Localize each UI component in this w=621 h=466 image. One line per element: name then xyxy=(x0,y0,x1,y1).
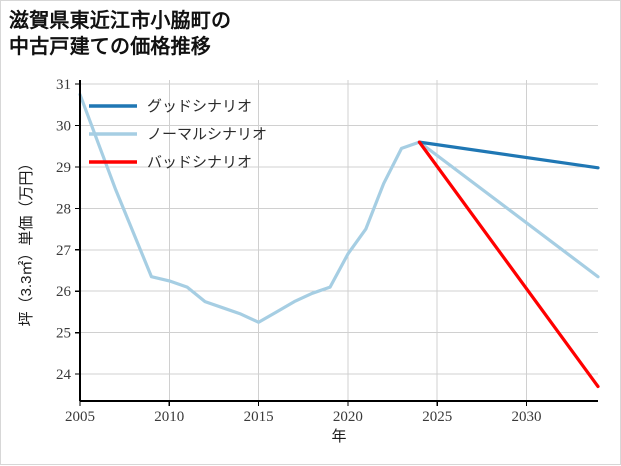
y-tick-label: 24 xyxy=(56,367,72,383)
series-line-bad xyxy=(417,140,600,389)
y-tick-label: 31 xyxy=(56,77,71,93)
axis-tickmarks xyxy=(75,83,528,406)
x-axis-title: 年 xyxy=(331,428,346,445)
x-tick-label: 2020 xyxy=(333,409,363,425)
y-axis-title: 坪（3.3㎡）単価（万円） xyxy=(18,156,35,327)
y-tick-label: 29 xyxy=(56,160,71,176)
page-title: 滋賀県東近江市小脇町の 中古戸建ての価格推移 xyxy=(9,10,232,58)
legend-label-good: グッドシナリオ xyxy=(147,98,252,115)
series-line-normal xyxy=(78,92,600,324)
series-line-good xyxy=(417,140,600,170)
y-tick-label: 30 xyxy=(56,119,71,135)
x-tick-label: 2030 xyxy=(512,409,542,425)
x-tick-label: 2025 xyxy=(422,409,452,425)
x-tick-labels: 2005 2010 2015 2020 2025 2030 xyxy=(65,409,542,425)
x-tick-label: 2005 xyxy=(65,409,95,425)
y-tick-label: 28 xyxy=(56,201,71,217)
axis-frame xyxy=(79,80,598,402)
legend-label-normal: ノーマルシナリオ xyxy=(147,127,267,143)
gridlines xyxy=(79,80,598,401)
x-tick-label: 2015 xyxy=(244,409,274,425)
y-tick-label: 27 xyxy=(56,243,72,259)
x-tick-label: 2010 xyxy=(154,409,184,425)
legend-label-bad: バッドシナリオ xyxy=(147,155,252,171)
y-tick-label: 25 xyxy=(56,326,71,342)
data-series-group xyxy=(78,92,600,389)
y-tick-label: 26 xyxy=(56,284,72,300)
y-tick-labels: 24 25 26 27 28 29 30 31 xyxy=(56,77,72,383)
